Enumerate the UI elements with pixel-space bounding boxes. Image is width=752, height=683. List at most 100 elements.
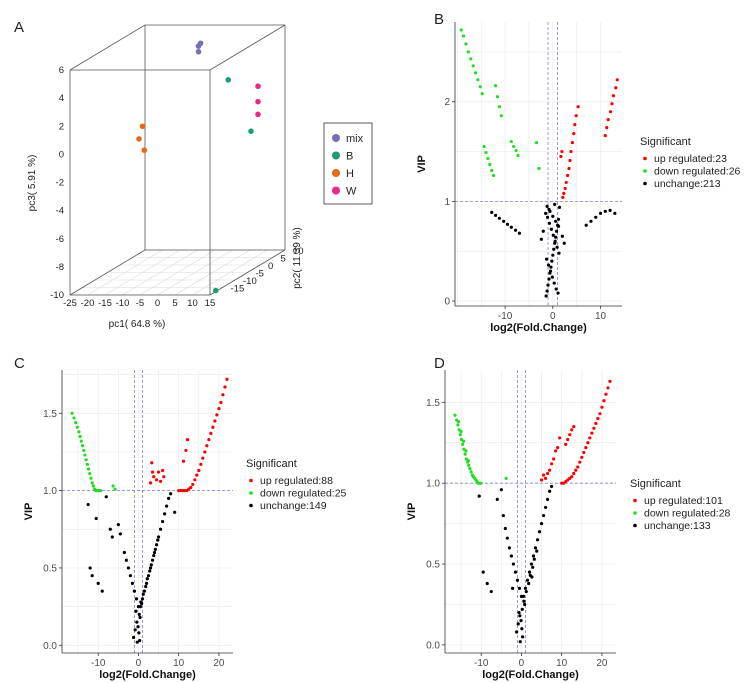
point-up [556, 446, 560, 450]
point-unchange [118, 532, 122, 536]
legend-title: Significant [246, 458, 297, 470]
point-up [558, 436, 562, 440]
legend-label: down regulated:25 [260, 488, 347, 500]
point-unchange [146, 574, 151, 578]
legend-label: down regulated:28 [644, 508, 731, 520]
point-down [113, 487, 117, 491]
point-up [552, 457, 556, 461]
legend-label: unchange:133 [644, 520, 711, 532]
point-unchange [519, 619, 523, 623]
point-unchange [167, 496, 171, 500]
point-up [567, 166, 571, 171]
legend-key-h [332, 169, 340, 177]
point-up [610, 102, 614, 106]
point-unchange [525, 578, 530, 582]
point-unchange [505, 222, 510, 226]
x-tick-label: -10 [116, 298, 130, 309]
x-tick-label: -20 [81, 298, 95, 309]
point-unchange [554, 219, 558, 223]
point-unchange [533, 546, 538, 550]
point-unchange [130, 581, 135, 586]
point-down [80, 444, 85, 448]
x-tick-label: -25 [63, 298, 77, 309]
point-unchange [530, 575, 534, 579]
point-up [148, 481, 153, 485]
point-unchange [557, 251, 561, 255]
point-unchange [160, 519, 165, 524]
y-tick-label: 0.5 [43, 563, 57, 574]
point-unchange [517, 586, 522, 590]
point-unchange [156, 535, 161, 539]
point-down [74, 420, 78, 425]
legend-key-up [643, 156, 647, 161]
point-unchange [138, 615, 142, 620]
legend-title: Significant [640, 136, 691, 148]
point-unchange [144, 581, 149, 586]
point-down [99, 489, 103, 493]
point-up [215, 413, 219, 417]
point-unchange [108, 527, 112, 531]
y-tick-label: -5 [256, 269, 264, 280]
point-unchange [134, 609, 138, 613]
point-unchange [141, 592, 145, 596]
x-tick-label: -10 [498, 311, 513, 322]
point-up [606, 386, 610, 390]
point-unchange [520, 607, 524, 611]
point-unchange [148, 569, 152, 573]
point-unchange [509, 225, 513, 229]
x-tick-label: 0 [519, 658, 525, 669]
z-tick-label: -10 [50, 290, 64, 301]
x-tick-label: -10 [474, 658, 489, 669]
z-axis-title: pc3( 5.91 %) [27, 155, 38, 212]
point-unchange [152, 550, 157, 555]
point-unchange [169, 492, 173, 496]
point-unchange [138, 605, 143, 609]
cube-edge [209, 249, 286, 296]
point-unchange [513, 570, 518, 574]
point-unchange [516, 622, 520, 626]
point-unchange [477, 494, 481, 498]
point-unchange [529, 562, 534, 566]
point-down [479, 481, 483, 485]
point-up [201, 456, 205, 460]
point-unchange [140, 597, 145, 601]
legend-label: up regulated:23 [654, 153, 727, 165]
point-unchange [132, 589, 137, 593]
point-unchange [531, 565, 535, 569]
z-tick-label: -4 [56, 206, 64, 217]
y-tick-label: 0.0 [426, 640, 440, 651]
point-up [177, 489, 181, 493]
point-up [546, 471, 550, 476]
point-unchange [511, 562, 515, 566]
point-down [514, 148, 518, 153]
point-up [219, 400, 223, 405]
point-up [574, 114, 578, 118]
point-down [79, 439, 83, 443]
x-axis-title: log2(Fold.Change) [482, 669, 579, 681]
point-down [473, 71, 478, 75]
point-unchange [535, 538, 540, 542]
legend-label: down regulated:26 [654, 166, 741, 178]
point-unchange [100, 589, 104, 593]
point-unchange [550, 259, 554, 263]
point-unchange [134, 597, 139, 601]
cube-edge [69, 249, 146, 296]
point-mix [195, 48, 202, 55]
point-unchange [154, 543, 159, 547]
point-unchange [545, 204, 549, 208]
point-unchange [541, 229, 545, 233]
point-unchange [94, 516, 98, 521]
point-down [72, 416, 76, 420]
point-unchange [598, 211, 603, 215]
point-unchange [517, 231, 522, 235]
point-unchange [497, 216, 501, 220]
point-up [548, 468, 552, 472]
point-unchange [546, 263, 551, 267]
point-unchange [148, 566, 153, 570]
point-up [152, 475, 156, 479]
point-down [490, 168, 494, 173]
point-unchange [524, 589, 528, 594]
point-up [185, 437, 190, 442]
y-tick-label: -10 [243, 276, 257, 287]
